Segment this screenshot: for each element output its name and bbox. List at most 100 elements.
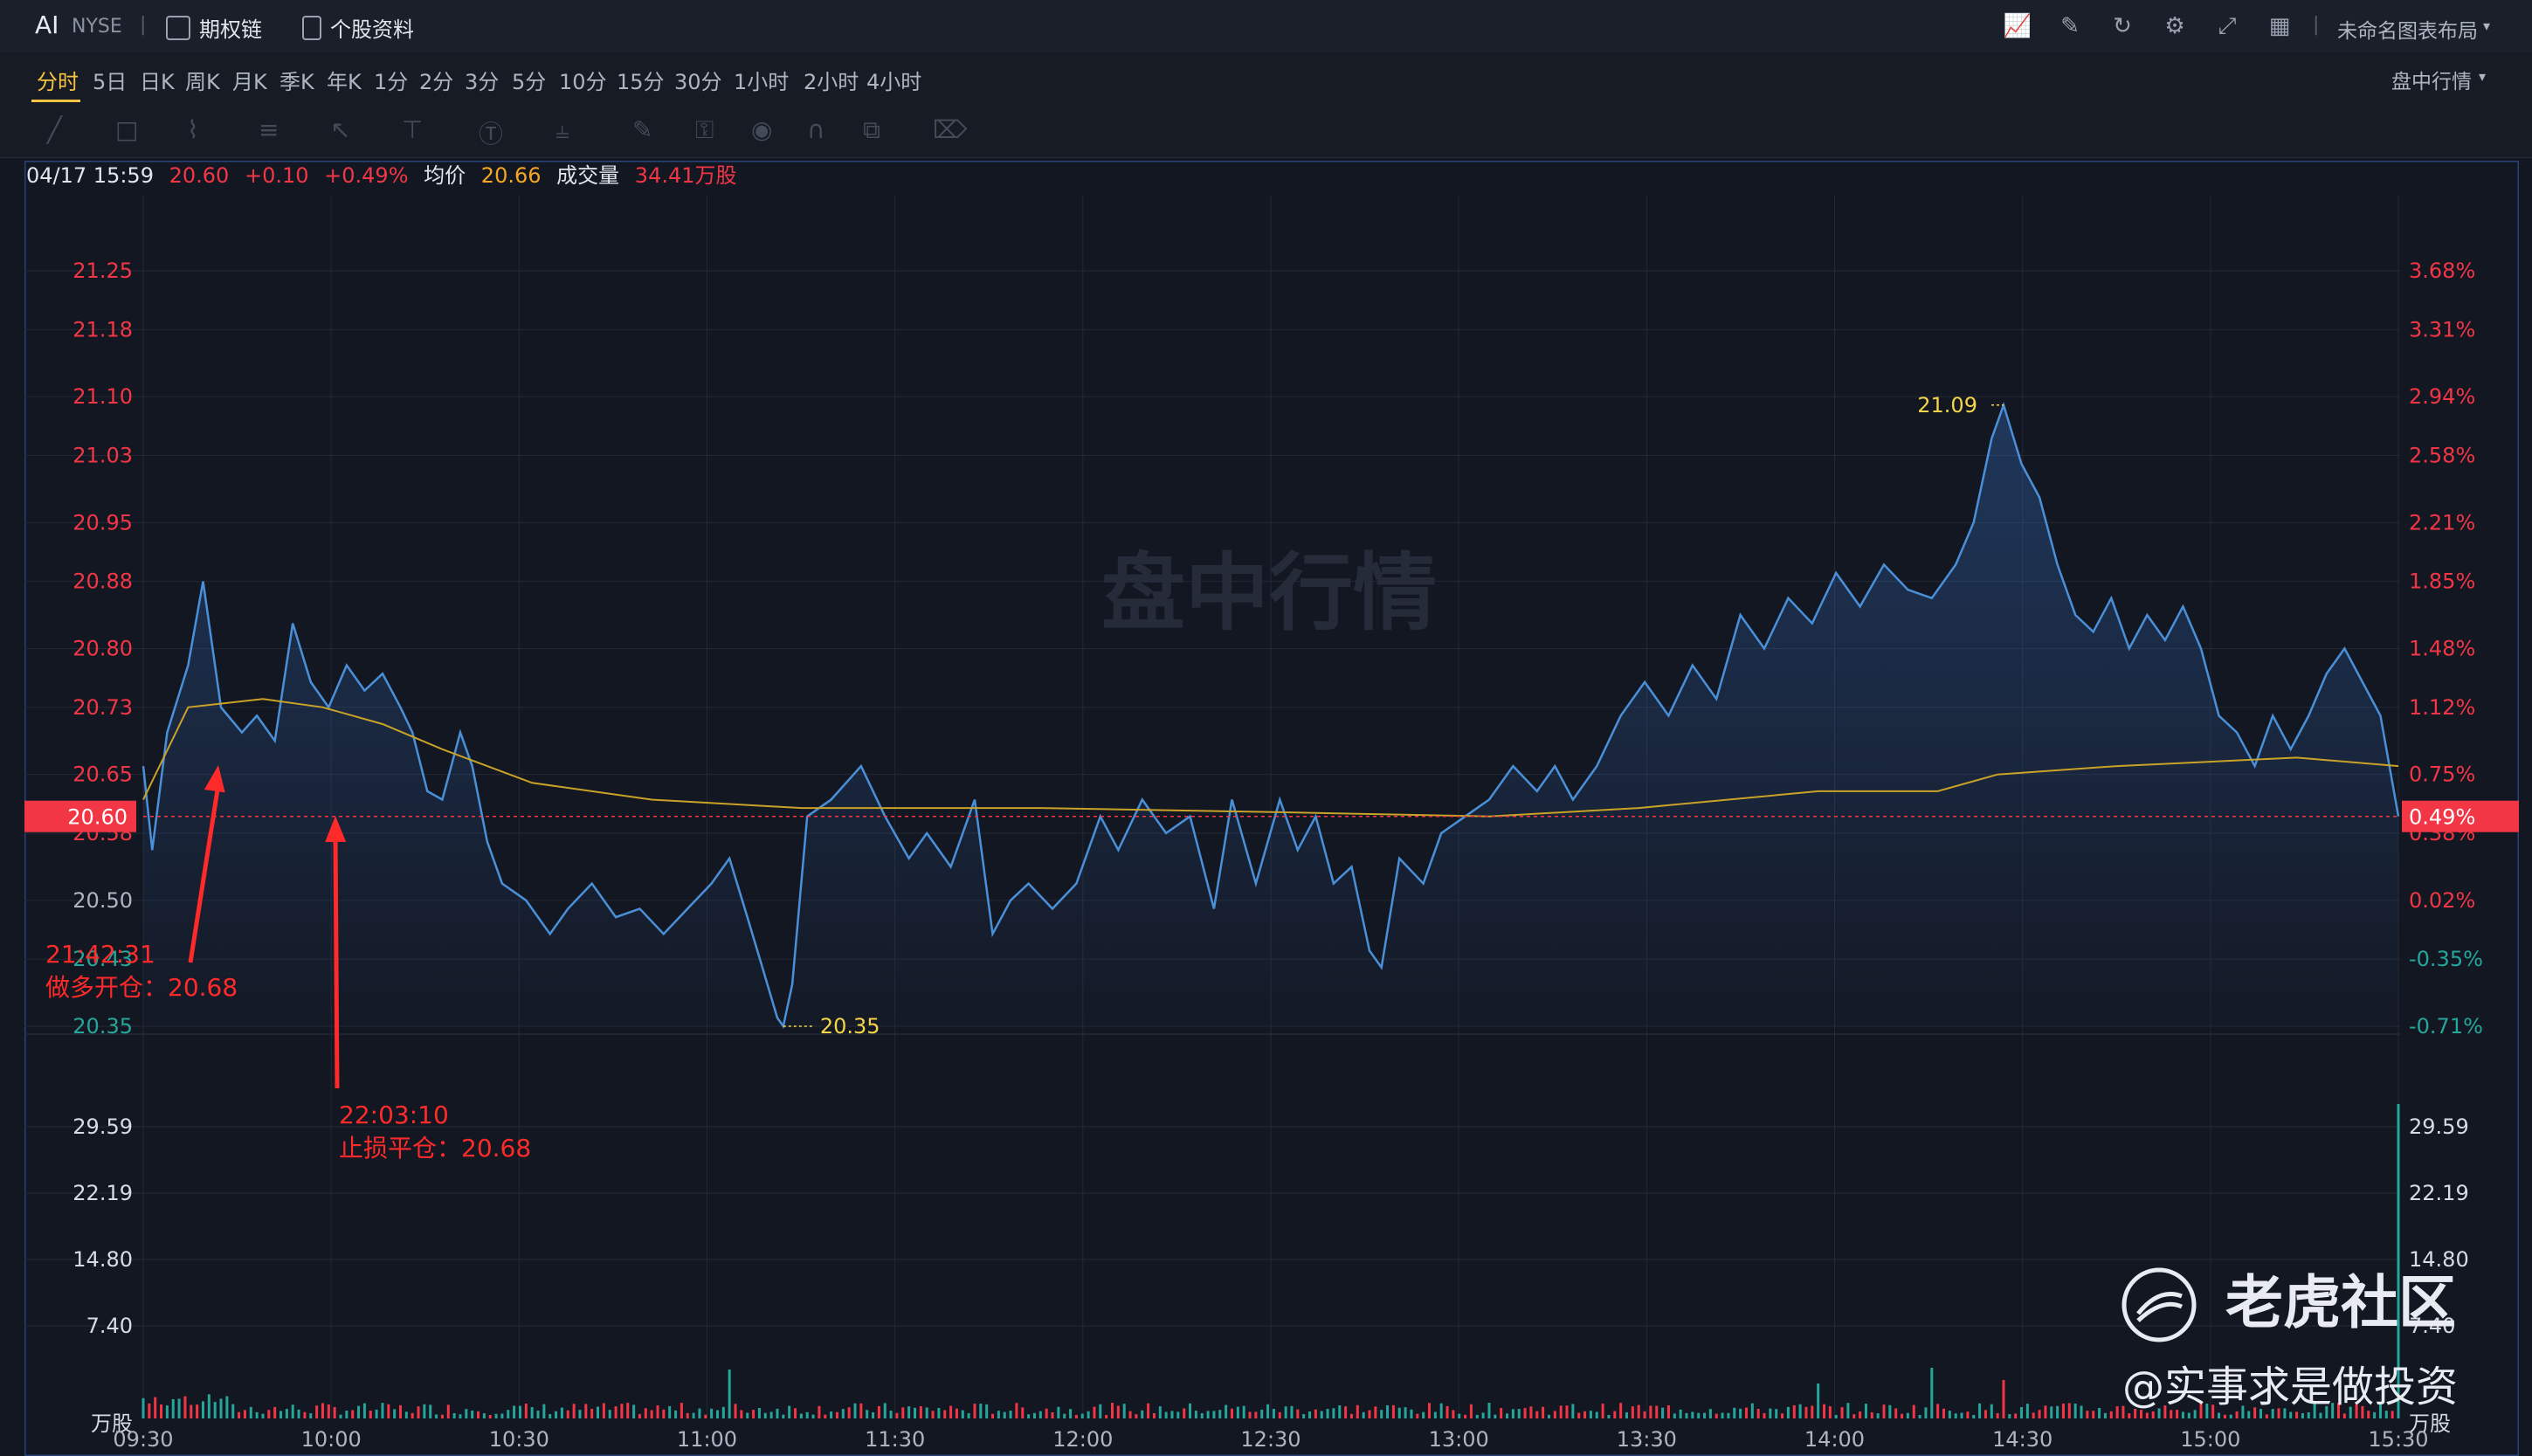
ruler-tool-icon[interactable]: ⫨ (555, 115, 569, 144)
volume-bar (1439, 1403, 1443, 1418)
volume-bar (1464, 1414, 1467, 1418)
clone-icon[interactable]: ⧉ (863, 115, 880, 144)
options-chain-button[interactable]: 期权链 (166, 12, 262, 43)
layout-grid-icon[interactable]: ▦ (2268, 13, 2291, 39)
pattern-tool-icon[interactable]: ⌇ (187, 115, 199, 144)
volume-bar (1535, 1411, 1539, 1418)
time-axis-label: 11:30 (865, 1427, 925, 1452)
volume-bar (477, 1411, 480, 1418)
volume-bar (1391, 1404, 1395, 1418)
current-price-tag-text: 20.60 (67, 805, 128, 830)
timeframe-tab-5[interactable]: 季K (279, 70, 314, 94)
timeframe-tab-2[interactable]: 日K (140, 70, 175, 94)
settings-icon[interactable]: ⚙ (2164, 13, 2185, 39)
volume-bar (1852, 1414, 1856, 1418)
volume-bar (1744, 1407, 1748, 1418)
volume-bar (1798, 1404, 1802, 1418)
arrow-tool-icon[interactable]: ↖ (330, 115, 351, 144)
volume-bar (1918, 1414, 1921, 1418)
volume-bar (2355, 1404, 2358, 1418)
volume-bar (1625, 1412, 1629, 1418)
intraday-chart[interactable]: 盘中行情 21.25 3.68% 21.18 3.31% 21.10 2.94% 21.03… (24, 161, 2519, 1456)
volume-bar (2032, 1412, 2035, 1418)
indicator-icon[interactable]: 📈 (2003, 13, 2032, 39)
volume-bar (285, 1409, 288, 1418)
timeframe-tab-12[interactable]: 15分 (617, 70, 665, 94)
rect-tool-icon[interactable]: □ (115, 115, 139, 144)
timeframe-tab-3[interactable]: 周K (185, 70, 220, 94)
line-tool-icon[interactable]: ╱ (47, 115, 62, 144)
volume-bar (2397, 1104, 2400, 1418)
trash-icon[interactable]: ⌦ (933, 115, 968, 144)
volume-bar (1888, 1404, 1892, 1418)
fullscreen-icon[interactable]: ⤢ (2218, 12, 2237, 39)
volume-bar (1386, 1404, 1390, 1418)
timeframe-tab-14[interactable]: 1小时 (734, 70, 790, 94)
price-axis-label: 20.43 (72, 947, 133, 971)
info-vol: 34.41万股 (635, 163, 737, 188)
session-mode-dropdown[interactable]: 盘中行情 ▾ (2391, 65, 2486, 94)
volume-bar (1996, 1412, 1999, 1418)
symbol-label[interactable]: AI (35, 10, 59, 39)
refresh-icon[interactable]: ↻ (2113, 13, 2132, 39)
draw-icon[interactable]: ✎ (2060, 13, 2080, 39)
stock-profile-button[interactable]: 个股资料 (302, 12, 414, 43)
volume-bar (710, 1408, 714, 1418)
timeframe-tab-13[interactable]: 30分 (674, 70, 722, 94)
volume-bar (1804, 1406, 1808, 1418)
timeframe-tab-7[interactable]: 1分 (374, 70, 409, 94)
text-tool-icon[interactable]: Ⓣ (479, 120, 504, 148)
volume-bar (530, 1407, 534, 1418)
timeframe-tab-8[interactable]: 2分 (419, 70, 454, 94)
timeframe-tab-1[interactable]: 5日 (93, 70, 128, 94)
volume-bar (1410, 1409, 1413, 1418)
high-label: 21.09 (1917, 393, 1977, 417)
fib-tool-icon[interactable]: ≡ (259, 115, 279, 144)
volume-bar (1069, 1409, 1073, 1418)
volume-bar (662, 1409, 666, 1418)
timeframe-tab-0[interactable]: 分时 (37, 70, 79, 94)
pen-tool-icon[interactable]: ✎ (632, 115, 653, 144)
layout-dropdown[interactable]: 未命名图表布局 ▾ (2337, 14, 2490, 44)
timeframe-tab-6[interactable]: 年K (327, 70, 362, 94)
volume-bar (2020, 1407, 2024, 1418)
volume-bar (507, 1410, 510, 1418)
volume-bar (183, 1396, 187, 1418)
volume-bar (1176, 1411, 1180, 1418)
low-label: 20.35 (820, 1014, 880, 1039)
volume-bar (1511, 1409, 1514, 1418)
measure-tool-icon[interactable]: ⊤ (402, 115, 424, 144)
volume-bar (1290, 1405, 1294, 1418)
timeframe-tab-11[interactable]: 10分 (559, 70, 607, 94)
info-avg-label: 均价 (424, 163, 466, 188)
timeframe-tab-10[interactable]: 5分 (512, 70, 547, 94)
volume-bar (1236, 1406, 1239, 1418)
volume-bar (1445, 1405, 1449, 1418)
entry-arrow (188, 783, 221, 963)
lock-icon[interactable]: ⚿ (695, 115, 714, 144)
magnet-icon[interactable]: ∩ (807, 115, 825, 144)
volume-bar (811, 1414, 815, 1418)
volume-bar (614, 1406, 617, 1418)
volume-bar (542, 1404, 546, 1418)
volume-bar (1272, 1409, 1275, 1418)
volume-bar (1135, 1414, 1138, 1418)
timeframe-tab-15[interactable]: 2小时 (804, 70, 859, 94)
volume-bar (1529, 1406, 1533, 1418)
average-price-line (142, 698, 2399, 818)
volume-bar (1631, 1406, 1634, 1418)
volume-bar (1422, 1411, 1425, 1418)
timeframe-tab-9[interactable]: 3分 (465, 70, 500, 94)
volume-bar (1619, 1403, 1623, 1418)
info-datetime: 04/17 15:59 (26, 163, 154, 188)
timeframe-tab-4[interactable]: 月K (232, 70, 267, 94)
eye-icon[interactable]: ◉ (751, 115, 773, 144)
timeframe-tab-16[interactable]: 4小时 (866, 70, 922, 94)
volume-bar (692, 1412, 695, 1418)
volume-bar (1433, 1411, 1437, 1418)
entry-arrow-head (204, 765, 225, 793)
volume-bar (1786, 1406, 1790, 1418)
volume-bar (1583, 1411, 1587, 1418)
volume-bar (1727, 1412, 1730, 1418)
volume-bar (763, 1412, 767, 1418)
